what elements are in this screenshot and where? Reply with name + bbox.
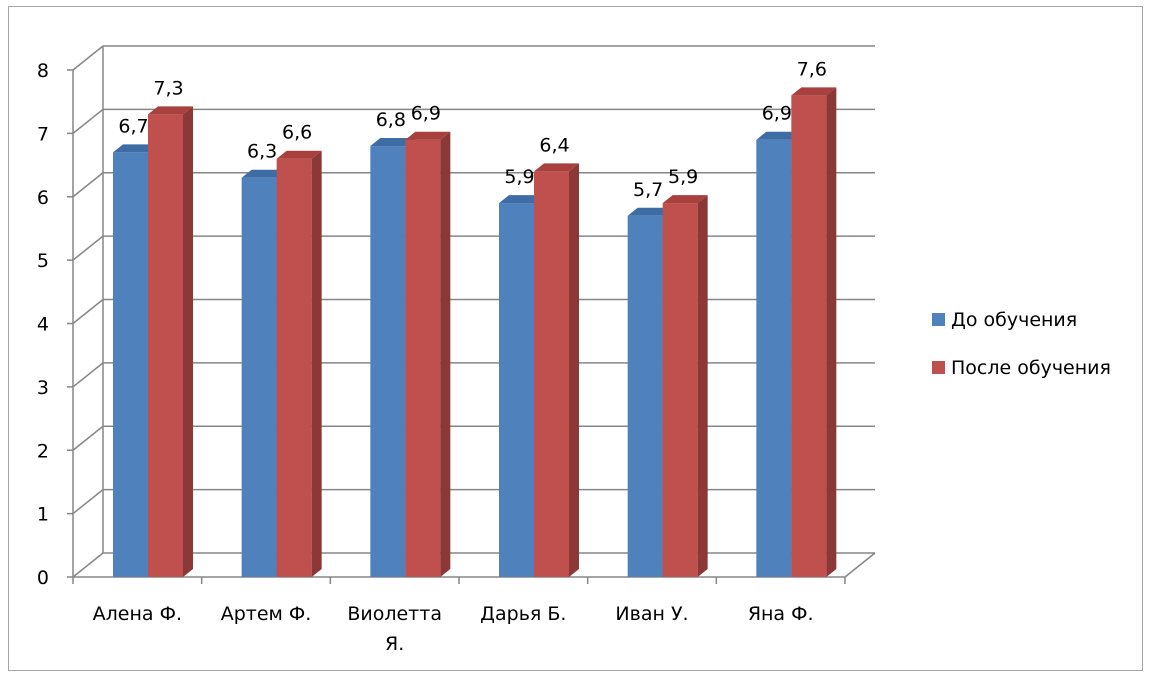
data-label: 6,9 [411,103,441,125]
legend-swatch [932,313,945,326]
bar-after [405,131,451,577]
side-wall-line [72,172,104,198]
grid-layer [72,45,876,578]
data-label: 6,3 [247,141,277,163]
data-label: 7,6 [797,58,827,80]
side-wall-line [72,552,104,578]
data-label: 6,4 [539,134,569,156]
bar-after [276,150,322,577]
x-tick-label: Дарья Б. [480,603,566,625]
x-tick-label: Иван У. [615,603,688,625]
x-tick-label: Яна Ф. [748,603,814,625]
y-tick-label: 6 [37,187,49,209]
data-label: 6,7 [118,115,148,137]
y-tick-label: 8 [37,60,49,82]
x-tick-label: Алена Ф. [93,603,182,625]
data-label: 5,9 [668,166,698,188]
side-wall-line [72,425,104,451]
legend-swatch [932,361,945,374]
y-tick-label: 3 [37,377,49,399]
y-tick-label: 7 [37,123,49,145]
floor-right-edge [844,552,876,578]
side-wall-line [72,298,104,325]
side-wall-line [72,45,104,71]
legend-label: После обучения [951,357,1111,379]
data-label: 6,9 [762,103,792,125]
legend-label: До обучения [951,309,1077,331]
data-label: 6,8 [376,109,406,131]
label-layer: 6,76,36,85,95,76,97,36,66,96,45,97,6 [118,58,827,200]
y-tick-label: 4 [37,314,49,336]
legend: До обучения После обучения [932,309,1111,379]
side-wall-line [72,108,104,134]
y-tick-label: 0 [37,567,49,589]
x-tick-label: Виолетта Я. [347,603,442,655]
bar-after [534,163,579,577]
bar-after [791,87,837,577]
data-label: 5,9 [504,166,534,188]
data-label: 6,6 [282,122,312,144]
data-label: 7,3 [153,77,183,99]
side-wall-line [72,235,104,261]
bar-after [662,195,708,577]
y-tick-label: 2 [37,440,49,462]
side-wall-line [72,489,104,515]
side-wall-line [72,362,104,388]
axis-layer: 0 1 2 3 4 5 6 7 8 Алена Ф. Артем Ф. Виолетта Я. Дарья… [37,60,846,655]
x-tick-label: Артем Ф. [221,603,312,625]
y-tick-label: 5 [37,250,49,272]
bar-layer [113,87,837,578]
data-label: 5,7 [633,179,663,201]
bar-after [148,106,193,578]
y-tick-label: 1 [37,504,49,526]
